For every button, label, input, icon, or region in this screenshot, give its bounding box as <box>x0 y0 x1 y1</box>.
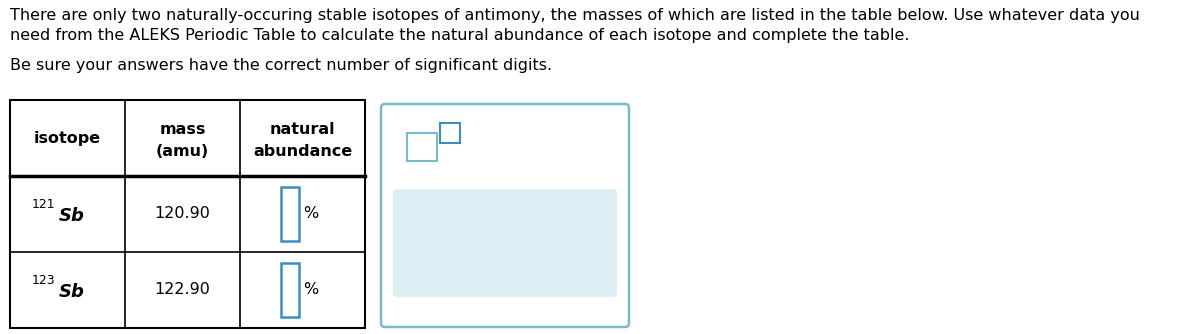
Text: natural: natural <box>270 123 335 138</box>
Text: There are only two naturally-occuring stable isotopes of antimony, the masses of: There are only two naturally-occuring st… <box>10 8 1140 23</box>
Text: ↺: ↺ <box>493 229 517 257</box>
FancyBboxPatch shape <box>394 189 617 297</box>
FancyBboxPatch shape <box>281 187 299 241</box>
Text: ×: × <box>425 229 448 257</box>
Text: Sb: Sb <box>59 207 84 225</box>
Text: mass: mass <box>160 123 205 138</box>
Text: (amu): (amu) <box>156 144 209 159</box>
Text: %: % <box>304 283 319 298</box>
Text: x10: x10 <box>439 145 460 155</box>
FancyBboxPatch shape <box>281 263 299 317</box>
FancyBboxPatch shape <box>407 133 437 161</box>
Text: ?: ? <box>566 229 582 257</box>
Text: isotope: isotope <box>34 131 101 146</box>
Text: 123: 123 <box>32 274 55 287</box>
Text: %: % <box>304 206 319 221</box>
FancyBboxPatch shape <box>440 123 460 143</box>
Text: need from the ALEKS Periodic Table to calculate the natural abundance of each is: need from the ALEKS Periodic Table to ca… <box>10 28 910 43</box>
Text: Be sure your answers have the correct number of significant digits.: Be sure your answers have the correct nu… <box>10 58 552 73</box>
Text: abundance: abundance <box>253 144 352 159</box>
Text: Sb: Sb <box>59 283 84 301</box>
Text: 121: 121 <box>32 197 55 210</box>
FancyBboxPatch shape <box>382 104 629 327</box>
Text: 122.90: 122.90 <box>155 283 210 298</box>
Text: 120.90: 120.90 <box>155 206 210 221</box>
